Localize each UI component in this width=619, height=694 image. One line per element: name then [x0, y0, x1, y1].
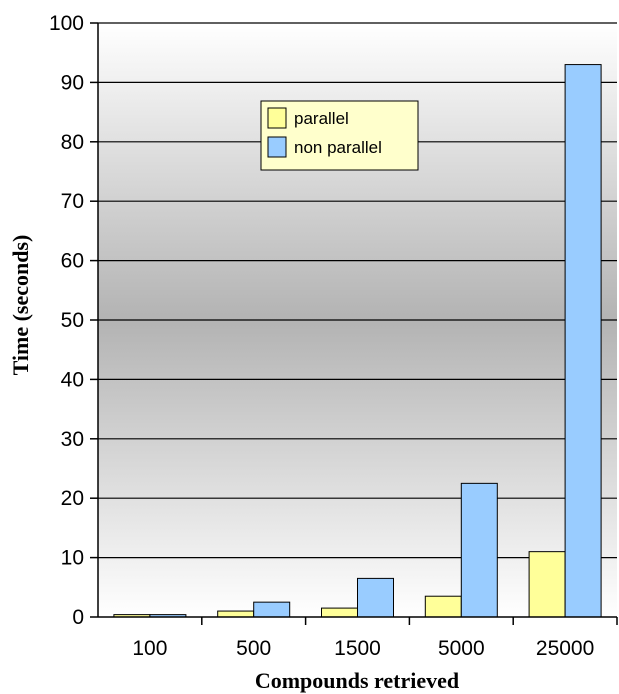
bar-non-parallel-500 — [253, 601, 291, 618]
bars — [113, 64, 602, 618]
x-tick-label: 5000 — [438, 637, 485, 660]
bar-non-parallel-1500 — [357, 577, 394, 618]
y-tick-label: 30 — [61, 428, 84, 451]
legend-swatch-parallel — [267, 107, 287, 129]
x-axis-title: Compounds retrieved — [255, 668, 459, 693]
x-axis-ticks: 100 500 1500 5000 25000 — [132, 617, 618, 660]
legend-label-parallel: parallel — [294, 109, 349, 128]
y-tick-label: 80 — [61, 131, 84, 154]
bar-parallel-25000 — [528, 551, 566, 618]
legend-swatch-non-parallel — [267, 136, 287, 158]
y-tick-label: 90 — [61, 71, 84, 94]
y-tick-label: 60 — [61, 250, 84, 273]
y-tick-label: 50 — [61, 309, 84, 332]
x-tick-label: 500 — [236, 637, 271, 660]
y-axis-title: Time (seconds) — [8, 235, 33, 376]
bar-parallel-5000 — [424, 595, 462, 618]
gridlines — [98, 22, 617, 559]
bar-non-parallel-5000 — [460, 482, 498, 618]
x-tick-label: 25000 — [536, 637, 594, 660]
y-tick-label: 10 — [61, 547, 84, 570]
legend-box — [260, 100, 419, 171]
y-tick-label: 100 — [49, 12, 84, 35]
bar-non-parallel-25000 — [564, 64, 602, 618]
x-tick-label: 100 — [132, 637, 167, 660]
y-tick-label: 20 — [61, 487, 84, 510]
y-tick-label: 40 — [61, 368, 84, 391]
y-tick-label: 0 — [72, 606, 84, 629]
y-axis-ticks: 0 10 20 30 40 50 60 70 80 90 100 — [49, 12, 98, 629]
legend: parallel non parallel — [260, 100, 419, 171]
y-tick-label: 70 — [61, 190, 84, 213]
bar-parallel-1500 — [321, 607, 358, 618]
x-tick-label: 1500 — [334, 637, 381, 660]
legend-label-non-parallel: non parallel — [294, 138, 382, 157]
bar-parallel-500 — [217, 610, 255, 618]
